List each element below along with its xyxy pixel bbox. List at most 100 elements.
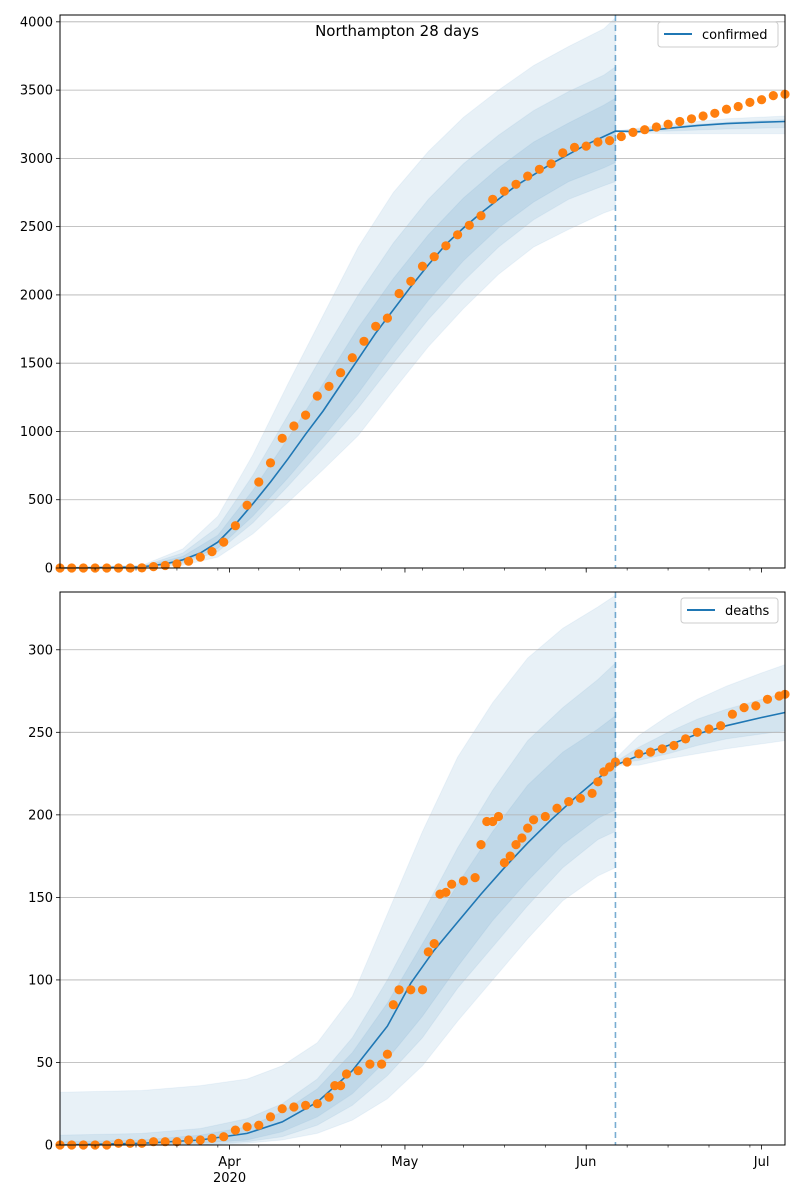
y-tick-label: 3500 bbox=[20, 84, 53, 99]
observed-point bbox=[184, 1135, 194, 1145]
observed-point bbox=[757, 95, 767, 105]
deaths-legend: deaths bbox=[680, 597, 779, 624]
y-tick-label: 1000 bbox=[20, 425, 53, 440]
observed-point bbox=[681, 734, 691, 744]
observed-point bbox=[657, 744, 667, 754]
observed-point bbox=[336, 1081, 346, 1091]
observed-point bbox=[324, 1092, 334, 1102]
observed-point bbox=[377, 1059, 387, 1069]
observed-point bbox=[768, 91, 778, 101]
observed-point bbox=[464, 220, 474, 230]
y-tick-label: 3000 bbox=[20, 152, 53, 167]
observed-point bbox=[429, 252, 439, 262]
observed-point bbox=[353, 1066, 363, 1076]
observed-point bbox=[575, 793, 586, 803]
observed-point bbox=[125, 1138, 135, 1148]
observed-point bbox=[230, 1125, 240, 1135]
observed-point bbox=[265, 1112, 276, 1122]
observed-point bbox=[219, 1132, 229, 1142]
observed-point bbox=[593, 777, 603, 787]
observed-point bbox=[359, 336, 369, 346]
observed-point bbox=[622, 757, 632, 767]
observed-point bbox=[698, 111, 708, 121]
observed-point bbox=[195, 1135, 205, 1145]
observed-point bbox=[417, 261, 428, 271]
observed-point bbox=[172, 1137, 182, 1147]
observed-point bbox=[160, 1137, 170, 1147]
y-tick-label: 0 bbox=[45, 1139, 53, 1154]
observed-point bbox=[651, 122, 662, 132]
observed-point bbox=[511, 840, 521, 850]
deaths-y-axis: 0 50 100 150 200 250 300 bbox=[28, 643, 60, 1154]
observed-point bbox=[751, 701, 761, 711]
observed-point bbox=[710, 108, 720, 118]
observed-point bbox=[301, 410, 311, 420]
observed-point bbox=[663, 119, 673, 129]
x-tick-label: Apr bbox=[218, 1155, 241, 1170]
deaths-observed-points bbox=[55, 689, 790, 1150]
observed-point bbox=[721, 104, 732, 114]
observed-point bbox=[382, 313, 392, 323]
observed-point bbox=[195, 552, 205, 562]
legend-label-confirmed: confirmed bbox=[702, 28, 768, 43]
observed-point bbox=[569, 142, 580, 152]
observed-point bbox=[558, 148, 568, 158]
observed-point bbox=[230, 521, 240, 531]
y-tick-label: 100 bbox=[28, 973, 53, 988]
legend-box bbox=[680, 597, 779, 624]
observed-point bbox=[301, 1100, 311, 1110]
observed-point bbox=[534, 164, 545, 174]
observed-point bbox=[137, 1138, 147, 1148]
y-tick-label: 50 bbox=[36, 1056, 53, 1071]
observed-point bbox=[523, 823, 533, 833]
observed-point bbox=[540, 811, 550, 822]
observed-point bbox=[628, 127, 638, 137]
observed-point bbox=[423, 947, 433, 957]
y-tick-label: 1500 bbox=[20, 357, 53, 372]
observed-point bbox=[505, 851, 515, 861]
observed-point bbox=[669, 740, 679, 751]
x-tick-sublabel: 2020 bbox=[213, 1171, 246, 1186]
uncertainty-band-1 bbox=[59, 65, 616, 569]
observed-point bbox=[616, 131, 626, 142]
observed-point bbox=[277, 1104, 287, 1114]
observed-point bbox=[172, 559, 182, 569]
observed-point bbox=[716, 721, 726, 731]
confirmed-y-axis: 0 500 1000 1500 2000 2500 3000 3500 4000 bbox=[20, 15, 60, 577]
y-tick-label: 4000 bbox=[20, 15, 53, 30]
observed-point bbox=[324, 381, 334, 391]
observed-point bbox=[476, 211, 486, 221]
observed-point bbox=[458, 876, 468, 886]
observed-point bbox=[587, 788, 597, 799]
observed-point bbox=[546, 159, 556, 169]
observed-point bbox=[488, 194, 498, 204]
observed-point bbox=[686, 114, 697, 124]
x-tick-label: May bbox=[392, 1155, 419, 1170]
observed-point bbox=[148, 562, 159, 572]
observed-point bbox=[388, 1000, 398, 1010]
y-tick-label: 200 bbox=[28, 808, 53, 823]
legend-box bbox=[657, 21, 779, 48]
observed-point bbox=[406, 985, 416, 995]
observed-point bbox=[207, 1133, 217, 1143]
observed-point bbox=[148, 1137, 159, 1147]
confirmed-panel: 0 500 1000 1500 2000 2500 3000 3500 4000 Northam… bbox=[20, 14, 790, 577]
observed-point bbox=[499, 186, 509, 196]
observed-point bbox=[523, 171, 533, 181]
observed-point bbox=[476, 840, 486, 850]
confirmed-x-axis bbox=[94, 568, 763, 573]
observed-point bbox=[581, 141, 591, 151]
observed-point bbox=[552, 803, 562, 813]
observed-point bbox=[265, 458, 276, 468]
observed-point bbox=[745, 97, 755, 107]
observed-point bbox=[341, 1069, 352, 1079]
observed-point bbox=[692, 727, 702, 737]
observed-point bbox=[634, 749, 644, 759]
observed-point bbox=[242, 1122, 252, 1132]
observed-point bbox=[336, 368, 346, 378]
observed-point bbox=[470, 873, 480, 883]
observed-point bbox=[447, 879, 457, 889]
